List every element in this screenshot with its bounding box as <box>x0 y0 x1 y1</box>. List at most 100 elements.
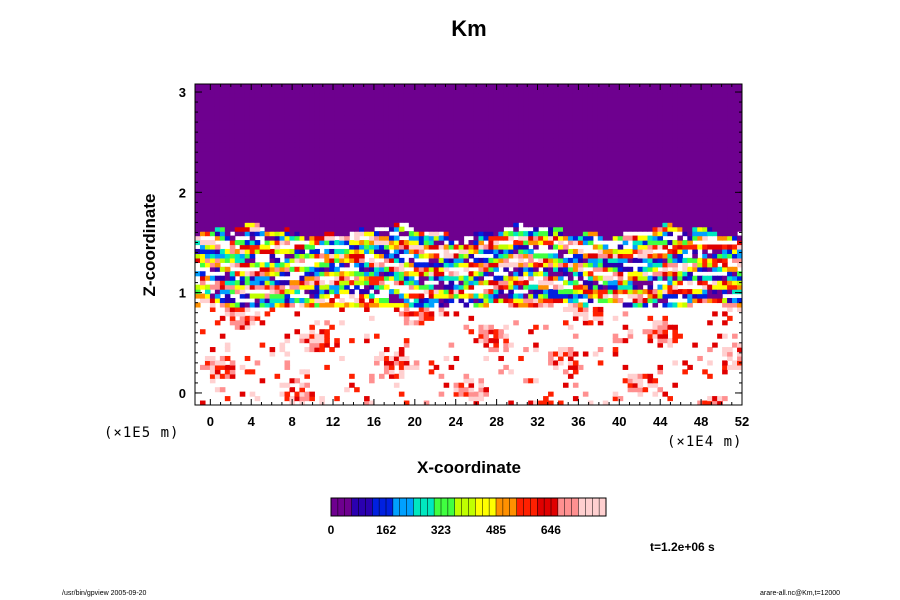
heatmap-cell <box>592 164 599 170</box>
heatmap-cell <box>359 119 365 125</box>
heatmap-cell <box>284 231 291 237</box>
heatmap-cell <box>687 195 693 201</box>
heatmap-cell <box>279 173 286 179</box>
heatmap-cell <box>294 248 301 255</box>
heatmap-cell <box>523 231 529 237</box>
heatmap-cell <box>433 222 440 228</box>
heatmap-cell <box>612 128 619 134</box>
heatmap-cell <box>259 244 266 250</box>
heatmap-cell <box>473 199 480 205</box>
heatmap-cell <box>294 396 301 402</box>
heatmap-cell <box>199 137 206 143</box>
heatmap-cell <box>418 128 425 134</box>
heatmap-cell <box>383 257 390 263</box>
heatmap-cell <box>259 293 266 299</box>
heatmap-cell <box>503 298 509 304</box>
heatmap-cell <box>597 244 604 250</box>
heatmap-cell <box>388 266 395 272</box>
heatmap-cell <box>707 298 713 304</box>
heatmap-cell <box>657 164 664 170</box>
heatmap-cell <box>597 195 604 201</box>
heatmap-cell <box>687 280 693 286</box>
heatmap-cell <box>413 150 420 156</box>
heatmap-cell <box>652 231 659 237</box>
heatmap-cell <box>697 124 703 130</box>
heatmap-cell <box>548 293 554 299</box>
heatmap-cell <box>647 315 654 321</box>
heatmap-cell <box>667 257 673 263</box>
heatmap-cell <box>513 195 519 201</box>
heatmap-cell <box>234 324 241 330</box>
heatmap-cell <box>438 289 445 295</box>
heatmap-cell <box>553 146 559 152</box>
heatmap-cell <box>582 240 589 246</box>
heatmap-cell <box>413 235 420 241</box>
heatmap-cell <box>344 208 350 214</box>
heatmap-cell <box>483 217 489 223</box>
heatmap-cell <box>229 191 236 197</box>
heatmap-cell <box>428 159 435 165</box>
heatmap-cell <box>289 213 296 219</box>
heatmap-cell <box>334 204 340 210</box>
heatmap-cell <box>627 133 634 139</box>
heatmap-cell <box>294 115 301 121</box>
heatmap-cell <box>398 351 405 357</box>
heatmap-cell <box>722 364 728 370</box>
heatmap-cell <box>493 248 499 255</box>
heatmap-cell <box>269 226 276 232</box>
heatmap-cell <box>498 150 504 156</box>
heatmap-cell <box>324 155 330 161</box>
heatmap-cell <box>428 150 435 156</box>
heatmap-cell <box>687 124 693 130</box>
heatmap-cell <box>383 275 390 281</box>
heatmap-cell <box>587 280 594 286</box>
heatmap-cell <box>408 168 415 174</box>
heatmap-cell <box>672 173 678 179</box>
heatmap-cell <box>209 266 216 272</box>
heatmap-cell <box>572 217 579 223</box>
heatmap-cell <box>209 124 216 130</box>
heatmap-cell <box>249 391 256 397</box>
heatmap-cell <box>229 235 236 241</box>
heatmap-cell <box>538 150 544 156</box>
heatmap-cell <box>239 320 246 326</box>
heatmap-cell <box>199 240 206 246</box>
heatmap-cell <box>667 110 673 116</box>
heatmap-cell <box>657 208 664 214</box>
heatmap-cell <box>433 240 440 246</box>
heatmap-cell <box>324 146 330 152</box>
heatmap-cell <box>498 119 504 125</box>
heatmap-cell <box>249 119 256 125</box>
heatmap-cell <box>483 177 489 183</box>
heatmap-cell <box>508 271 514 277</box>
heatmap-cell <box>413 137 420 143</box>
heatmap-cell <box>428 302 435 308</box>
heatmap-cell <box>319 240 325 246</box>
heatmap-cell <box>488 182 494 188</box>
heatmap-cell <box>508 164 514 170</box>
heatmap-cell <box>329 253 335 259</box>
heatmap-cell <box>577 186 584 192</box>
heatmap-cell <box>543 235 549 241</box>
heatmap-cell <box>269 235 276 241</box>
heatmap-cell <box>647 164 654 170</box>
heatmap-cell <box>224 195 231 201</box>
heatmap-cell <box>289 177 296 183</box>
heatmap-cell <box>224 110 231 116</box>
heatmap-cell <box>433 195 440 201</box>
heatmap-cell <box>692 191 698 197</box>
heatmap-cell <box>473 280 480 286</box>
heatmap-cell <box>717 164 723 170</box>
heatmap-cell <box>488 195 494 201</box>
heatmap-cell <box>513 137 519 143</box>
heatmap-cell <box>543 396 549 402</box>
heatmap-cell <box>597 266 604 272</box>
heatmap-cell <box>438 159 445 165</box>
heatmap-cell <box>498 128 504 134</box>
heatmap-cell <box>274 266 281 272</box>
heatmap-cell <box>652 320 659 326</box>
heatmap-cell <box>199 191 206 197</box>
heatmap-cell <box>349 382 355 388</box>
heatmap-cell <box>508 106 514 112</box>
heatmap-cell <box>513 182 519 188</box>
